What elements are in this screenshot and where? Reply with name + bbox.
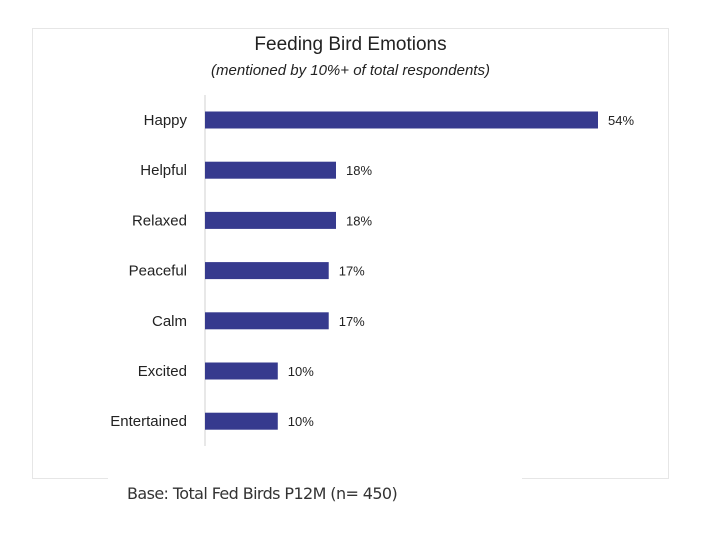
category-label: Happy [144,112,188,129]
bar-helpful [205,161,336,179]
bar-calm [205,312,329,330]
category-label: Peaceful [129,263,187,280]
data-label: 17% [339,264,365,279]
chart-subtitle: (mentioned by 10%+ of total respondents) [211,62,490,79]
bar-excited [205,362,278,380]
footnote: Base: Total Fed Birds P12M (n= 450) [127,484,398,503]
data-label: 17% [339,314,365,329]
bar-peaceful [205,262,329,280]
category-label: Relaxed [132,212,187,229]
category-label: Helpful [140,162,187,179]
data-label: 10% [288,414,314,429]
category-label: Entertained [110,413,187,430]
chart-title: Feeding Bird Emotions [254,34,447,55]
bar-happy [205,111,598,129]
data-label: 10% [288,364,314,379]
footnote-background [108,474,522,504]
data-label: 18% [346,213,372,228]
data-label: 18% [346,163,372,178]
bar-entertained [205,412,278,430]
category-label: Excited [138,363,187,380]
category-label: Calm [152,313,187,330]
chart-frame [32,28,669,479]
bar-relaxed [205,211,336,229]
data-label: 54% [608,113,634,128]
